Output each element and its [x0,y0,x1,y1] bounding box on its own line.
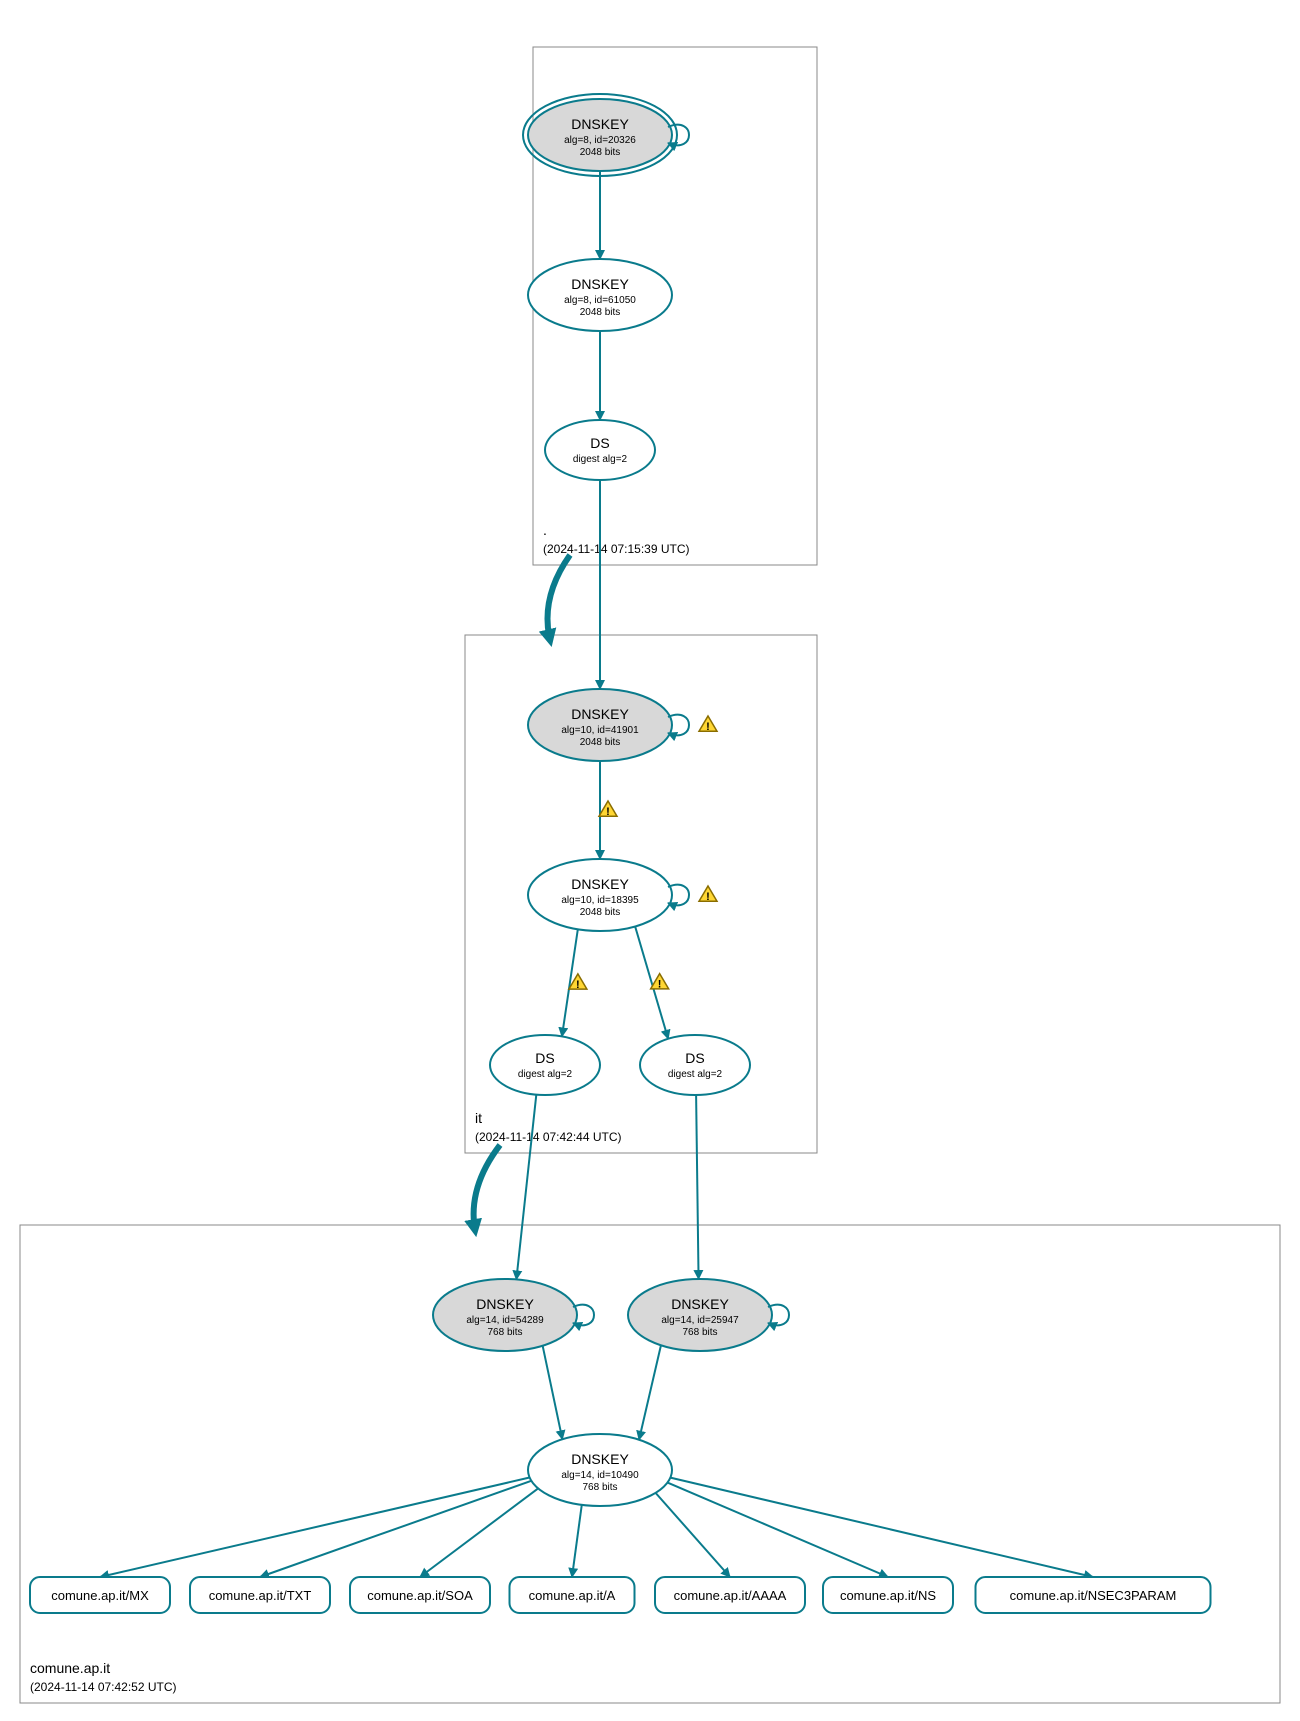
rrset-label: comune.ap.it/AAAA [674,1588,787,1603]
node-title: DNSKEY [671,1296,729,1312]
edge [572,1505,582,1577]
node-sub: 2048 bits [580,307,621,318]
node-title: DNSKEY [571,276,629,292]
rrset-label: comune.ap.it/NS [840,1588,936,1603]
delegation-edge [474,1145,500,1230]
rrset-label: comune.ap.it/NSEC3PARAM [1010,1588,1177,1603]
edge [100,1478,530,1577]
node-sub: alg=8, id=20326 [564,135,636,146]
node-title: DNSKEY [571,116,629,132]
rrset-label: comune.ap.it/MX [51,1588,149,1603]
warning-icon: ! [606,806,610,818]
node-sub: digest alg=2 [518,1069,573,1080]
node-title: DS [590,435,609,451]
node-title: DS [535,1050,554,1066]
node-sub: digest alg=2 [668,1069,723,1080]
node-sub: 768 bits [582,1482,617,1493]
warning-icon: ! [706,721,710,733]
node-sub: 768 bits [682,1327,717,1338]
node-sub: 2048 bits [580,737,621,748]
zone-timestamp: (2024-11-14 07:42:44 UTC) [475,1130,622,1144]
edge [667,1483,888,1577]
edge [696,1095,698,1279]
node-sub: alg=10, id=18395 [561,895,639,906]
rrset-label: comune.ap.it/SOA [367,1588,473,1603]
zone-label: comune.ap.it [30,1660,110,1676]
node-title: DNSKEY [571,706,629,722]
zone-label: it [475,1110,482,1126]
node-title: DS [685,1050,704,1066]
delegation-edge [548,555,571,640]
node-sub: digest alg=2 [573,454,628,465]
node-sub: alg=10, id=41901 [561,725,639,736]
node-sub: 2048 bits [580,147,621,158]
zone-timestamp: (2024-11-14 07:42:52 UTC) [30,1680,177,1694]
node-sub: 768 bits [487,1327,522,1338]
edge [670,1478,1093,1577]
edge [639,1345,661,1439]
edge [420,1488,538,1577]
node-sub: alg=14, id=54289 [466,1315,544,1326]
node-title: DNSKEY [571,1451,629,1467]
node-sub: alg=14, id=10490 [561,1470,639,1481]
edge [543,1346,563,1440]
rrset-label: comune.ap.it/A [529,1588,616,1603]
node-sub: alg=14, id=25947 [661,1315,739,1326]
edge [516,1095,536,1280]
node-title: DNSKEY [476,1296,534,1312]
warning-icon: ! [576,979,580,991]
node-sub: alg=8, id=61050 [564,295,636,306]
node-sub: 2048 bits [580,907,621,918]
edge [260,1481,531,1577]
zone-timestamp: (2024-11-14 07:15:39 UTC) [543,542,690,556]
dnssec-diagram: . (2024-11-14 07:15:39 UTC) it (2024-11-14 … [0,0,1300,1721]
warning-icon: ! [706,891,710,903]
node-title: DNSKEY [571,876,629,892]
zone-label: . [543,522,547,538]
warning-icon: ! [658,979,662,991]
rrset-label: comune.ap.it/TXT [209,1588,312,1603]
